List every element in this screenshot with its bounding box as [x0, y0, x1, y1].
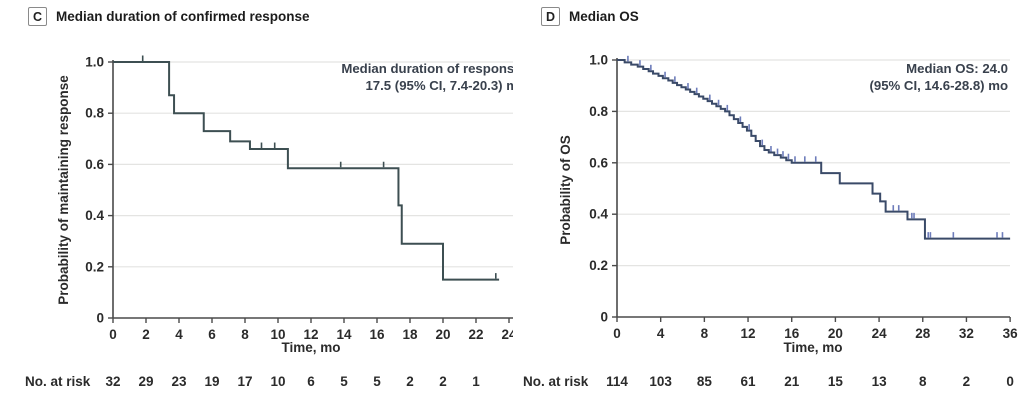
- svg-text:24: 24: [872, 326, 888, 341]
- svg-text:23: 23: [171, 374, 187, 389]
- panel-letter-badge: D: [541, 7, 560, 26]
- svg-text:10: 10: [270, 327, 285, 342]
- svg-text:8: 8: [701, 326, 709, 341]
- svg-text:1.0: 1.0: [589, 53, 608, 68]
- svg-text:19: 19: [204, 374, 219, 389]
- panel-header-c: C Median duration of confirmed response: [28, 7, 310, 26]
- svg-text:20: 20: [828, 326, 843, 341]
- svg-text:18: 18: [402, 327, 418, 342]
- panel-duration-of-response: 1.0 0.8 0.6 0.4 0.2 0 0 2 4 6 8 10 12 14 16 18 20 22 24 Tim…: [25, 7, 513, 389]
- svg-text:4: 4: [175, 327, 183, 342]
- svg-text:0: 0: [613, 326, 621, 341]
- svg-text:Probability of OS: Probability of OS: [558, 135, 573, 245]
- svg-text:20: 20: [435, 327, 450, 342]
- svg-text:Time, mo: Time, mo: [783, 340, 842, 355]
- panel-header-d: D Median OS: [541, 7, 639, 26]
- svg-text:17: 17: [237, 374, 252, 389]
- svg-text:0.6: 0.6: [85, 157, 104, 172]
- svg-text:4: 4: [657, 326, 665, 341]
- svg-text:8: 8: [241, 327, 249, 342]
- annotation-line-2: (95% CI, 14.6-28.8) mo: [869, 78, 1008, 93]
- svg-text:32: 32: [959, 326, 974, 341]
- svg-text:2: 2: [963, 374, 971, 389]
- annotation-line-1: Median OS: 24.0: [906, 61, 1008, 76]
- svg-text:Time, mo: Time, mo: [281, 340, 340, 355]
- svg-text:0.2: 0.2: [85, 259, 104, 274]
- svg-text:6: 6: [307, 374, 315, 389]
- svg-text:29: 29: [138, 374, 153, 389]
- svg-text:10: 10: [270, 374, 285, 389]
- svg-text:0: 0: [109, 327, 117, 342]
- svg-text:8: 8: [919, 374, 927, 389]
- svg-text:0.4: 0.4: [589, 207, 608, 222]
- km-plot-duration-of-response: 1.00.80.60.40.200 2 4 6 8 10 12 14 16 18 20 22 24Tim…: [25, 55, 513, 389]
- svg-text:36: 36: [1003, 326, 1019, 341]
- svg-text:85: 85: [697, 374, 713, 389]
- svg-text:12: 12: [303, 327, 318, 342]
- svg-text:61: 61: [741, 374, 757, 389]
- svg-text:0.4: 0.4: [85, 208, 104, 223]
- svg-text:24: 24: [501, 327, 513, 342]
- svg-text:114: 114: [606, 374, 628, 389]
- svg-text:Probability of maintaining res: Probability of maintaining response: [56, 75, 71, 305]
- svg-text:5: 5: [340, 374, 348, 389]
- svg-text:0: 0: [600, 310, 608, 325]
- svg-text:13: 13: [872, 374, 888, 389]
- median-duration-annotation: Median duration of response: 17.5 (95% C…: [341, 60, 513, 94]
- svg-text:0: 0: [96, 311, 104, 326]
- svg-text:0.2: 0.2: [589, 258, 608, 273]
- svg-text:12: 12: [741, 326, 756, 341]
- svg-text:21: 21: [784, 374, 800, 389]
- svg-text:2: 2: [406, 374, 414, 389]
- svg-text:103: 103: [649, 374, 672, 389]
- panel-letter-badge: C: [28, 7, 47, 26]
- svg-text:2: 2: [142, 327, 150, 342]
- svg-text:0.8: 0.8: [85, 106, 104, 121]
- svg-text:22: 22: [468, 327, 483, 342]
- median-os-annotation: Median OS: 24.0 (95% CI, 14.6-28.8) mo: [869, 60, 1008, 94]
- svg-text:6: 6: [208, 327, 216, 342]
- panel-title: Median duration of confirmed response: [56, 9, 310, 24]
- annotation-line-1: Median duration of response:: [341, 61, 513, 76]
- svg-text:32: 32: [105, 374, 120, 389]
- annotation-line-2: 17.5 (95% CI, 7.4-20.3) mo: [365, 78, 513, 93]
- svg-text:0.6: 0.6: [589, 155, 608, 170]
- svg-text:0: 0: [1006, 374, 1014, 389]
- svg-text:No. at risk: No. at risk: [25, 374, 91, 389]
- panel-title: Median OS: [569, 9, 639, 24]
- svg-text:28: 28: [915, 326, 931, 341]
- svg-text:15: 15: [828, 374, 844, 389]
- svg-text:14: 14: [336, 327, 352, 342]
- svg-text:16: 16: [784, 326, 800, 341]
- svg-text:5: 5: [373, 374, 381, 389]
- panel-median-os: 1.0 0.8 0.6 0.4 0.2 0 0 4 8 12 16 20 24 28 32 36 Time, m…: [513, 0, 1026, 409]
- svg-text:1.0: 1.0: [85, 55, 104, 70]
- svg-text:2: 2: [439, 374, 447, 389]
- svg-text:0.8: 0.8: [589, 104, 608, 119]
- svg-text:No. at risk: No. at risk: [523, 374, 589, 389]
- svg-text:16: 16: [369, 327, 385, 342]
- svg-text:1: 1: [472, 374, 480, 389]
